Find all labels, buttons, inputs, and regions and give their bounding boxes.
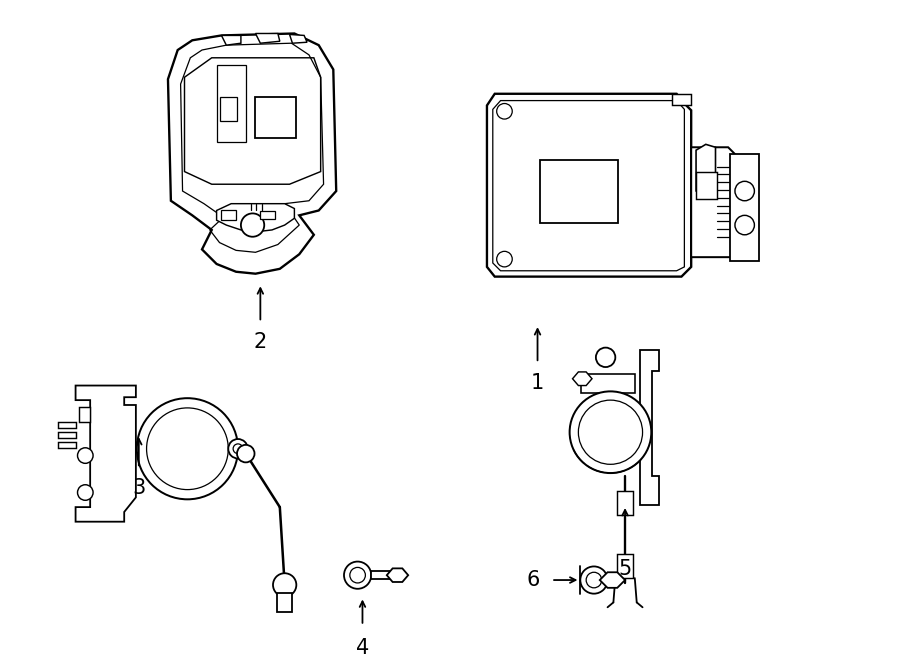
Text: 3: 3 bbox=[132, 478, 146, 498]
Circle shape bbox=[570, 391, 652, 473]
Circle shape bbox=[586, 572, 602, 588]
Circle shape bbox=[241, 214, 265, 237]
Circle shape bbox=[273, 573, 296, 597]
Bar bbox=[79, 407, 90, 422]
Bar bbox=[696, 172, 717, 199]
Polygon shape bbox=[76, 385, 136, 522]
Polygon shape bbox=[572, 372, 592, 385]
Bar bbox=[58, 442, 76, 447]
Circle shape bbox=[735, 181, 754, 201]
Circle shape bbox=[596, 348, 616, 367]
Text: 4: 4 bbox=[356, 639, 369, 658]
Circle shape bbox=[350, 567, 365, 583]
Circle shape bbox=[579, 400, 643, 464]
Circle shape bbox=[237, 445, 255, 462]
Text: 6: 6 bbox=[526, 570, 539, 590]
Circle shape bbox=[137, 398, 238, 499]
Bar bbox=[220, 97, 237, 121]
Circle shape bbox=[497, 104, 512, 119]
Circle shape bbox=[344, 562, 371, 589]
Text: 1: 1 bbox=[531, 373, 544, 393]
Polygon shape bbox=[221, 36, 241, 45]
Polygon shape bbox=[487, 94, 691, 276]
Bar bbox=[256, 97, 296, 137]
Bar bbox=[277, 593, 292, 612]
Polygon shape bbox=[696, 144, 716, 196]
Bar bbox=[540, 160, 618, 223]
Circle shape bbox=[580, 566, 608, 594]
Bar bbox=[58, 422, 76, 428]
Polygon shape bbox=[691, 147, 740, 257]
Circle shape bbox=[147, 408, 229, 490]
Bar bbox=[221, 210, 236, 220]
Polygon shape bbox=[581, 374, 634, 393]
Text: 2: 2 bbox=[254, 332, 267, 352]
Circle shape bbox=[229, 439, 248, 459]
Bar bbox=[58, 432, 76, 438]
Polygon shape bbox=[217, 204, 294, 232]
Bar bbox=[617, 554, 633, 578]
Bar bbox=[617, 490, 633, 515]
Circle shape bbox=[77, 447, 93, 463]
Bar bbox=[730, 154, 760, 261]
Polygon shape bbox=[599, 572, 625, 588]
Polygon shape bbox=[256, 34, 280, 43]
Bar bbox=[260, 212, 274, 219]
Polygon shape bbox=[290, 34, 307, 43]
Circle shape bbox=[497, 251, 512, 267]
Polygon shape bbox=[640, 350, 659, 505]
Circle shape bbox=[735, 215, 754, 235]
Polygon shape bbox=[387, 568, 409, 582]
Bar bbox=[371, 571, 392, 579]
Circle shape bbox=[233, 444, 243, 453]
Polygon shape bbox=[168, 34, 337, 274]
Text: 5: 5 bbox=[618, 559, 632, 578]
Circle shape bbox=[77, 485, 93, 500]
Bar bbox=[671, 94, 691, 106]
